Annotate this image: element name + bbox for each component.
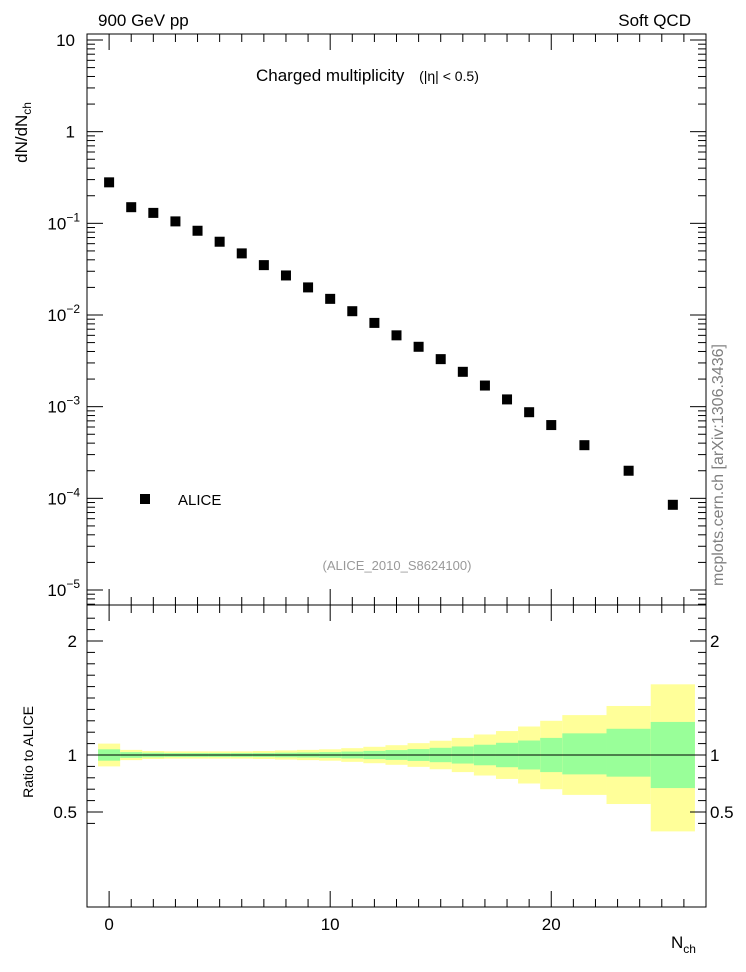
side-label: mcplots.cern.ch [arXiv:1306.3436] (710, 344, 727, 586)
x-tick-label: 10 (321, 915, 340, 934)
data-point (325, 293, 336, 304)
y-tick-label: 10−2 (47, 302, 80, 325)
x-axis-label-main: N (671, 933, 683, 952)
x-axis-label-sub: ch (683, 942, 696, 956)
y-axis-label-ratio: Ratio to ALICE (20, 706, 36, 798)
main-plot-layer: 10 1 10−1 10−2 10−3 10−4 10−5 (47, 31, 707, 606)
data-point (258, 260, 269, 271)
ratio-y-tick-label-left: 1 (68, 746, 77, 765)
x-tick-label: 0 (104, 915, 113, 934)
data-point (369, 317, 380, 328)
y-axis-label-main: dN/dNch (12, 102, 34, 163)
data-point (579, 440, 590, 451)
data-point (280, 270, 291, 281)
data-point (104, 177, 115, 188)
y-tick-label: 10 (56, 31, 75, 50)
header-right: Soft QCD (618, 11, 691, 30)
data-point (347, 306, 358, 317)
ratio-y-tick-label-left: 0.5 (53, 803, 77, 822)
data-point (479, 380, 490, 391)
ratio-y-tick-label-right: 1 (710, 746, 719, 765)
inner-band-bin (562, 733, 607, 775)
data-point (236, 248, 247, 259)
header-left: 900 GeV pp (98, 11, 189, 30)
data-point (435, 354, 446, 365)
data-point (148, 207, 159, 218)
data-point (170, 216, 181, 227)
legend-marker (140, 494, 150, 504)
data-point (457, 366, 468, 377)
ratio-y-tick-label-right: 0.5 (710, 803, 734, 822)
data-point (413, 341, 424, 352)
inner-band-bin (606, 728, 651, 777)
data-point (303, 282, 314, 293)
y-tick-label: 10−5 (47, 577, 80, 600)
data-point (192, 225, 203, 236)
data-point (623, 465, 634, 476)
y-tick-label: 10−3 (47, 394, 80, 417)
ratio-y-tick-label-right: 2 (710, 632, 719, 651)
data-point (214, 236, 225, 247)
x-tick-label: 20 (542, 915, 561, 934)
y-tick-label: 10−4 (47, 485, 80, 508)
y-axis-label-main-text: dN/dN (12, 115, 31, 163)
data-point (126, 202, 137, 213)
ratio-plot-layer: 0 10 20 0.5 0.5 1 1 2 2 (53, 604, 734, 934)
data-point (391, 330, 402, 341)
chart-title: Charged multiplicity (|η| < 0.5) (256, 66, 479, 85)
x-axis-label: Nch (671, 933, 696, 956)
main-plot-frame (86, 33, 707, 606)
legend-label: ALICE (178, 492, 221, 509)
ratio-y-tick-label-left: 2 (68, 632, 77, 651)
data-point (667, 499, 678, 510)
data-point (546, 420, 557, 431)
y-tick-label: 1 (66, 123, 75, 142)
chart-title-suffix: (|η| < 0.5) (419, 68, 479, 84)
data-point (502, 394, 513, 405)
analysis-id: (ALICE_2010_S8624100) (323, 558, 472, 573)
y-axis-label-main-sub: ch (20, 102, 34, 115)
data-point (524, 407, 535, 418)
chart-title-main: Charged multiplicity (256, 66, 405, 85)
y-tick-label: 10−1 (47, 210, 80, 233)
